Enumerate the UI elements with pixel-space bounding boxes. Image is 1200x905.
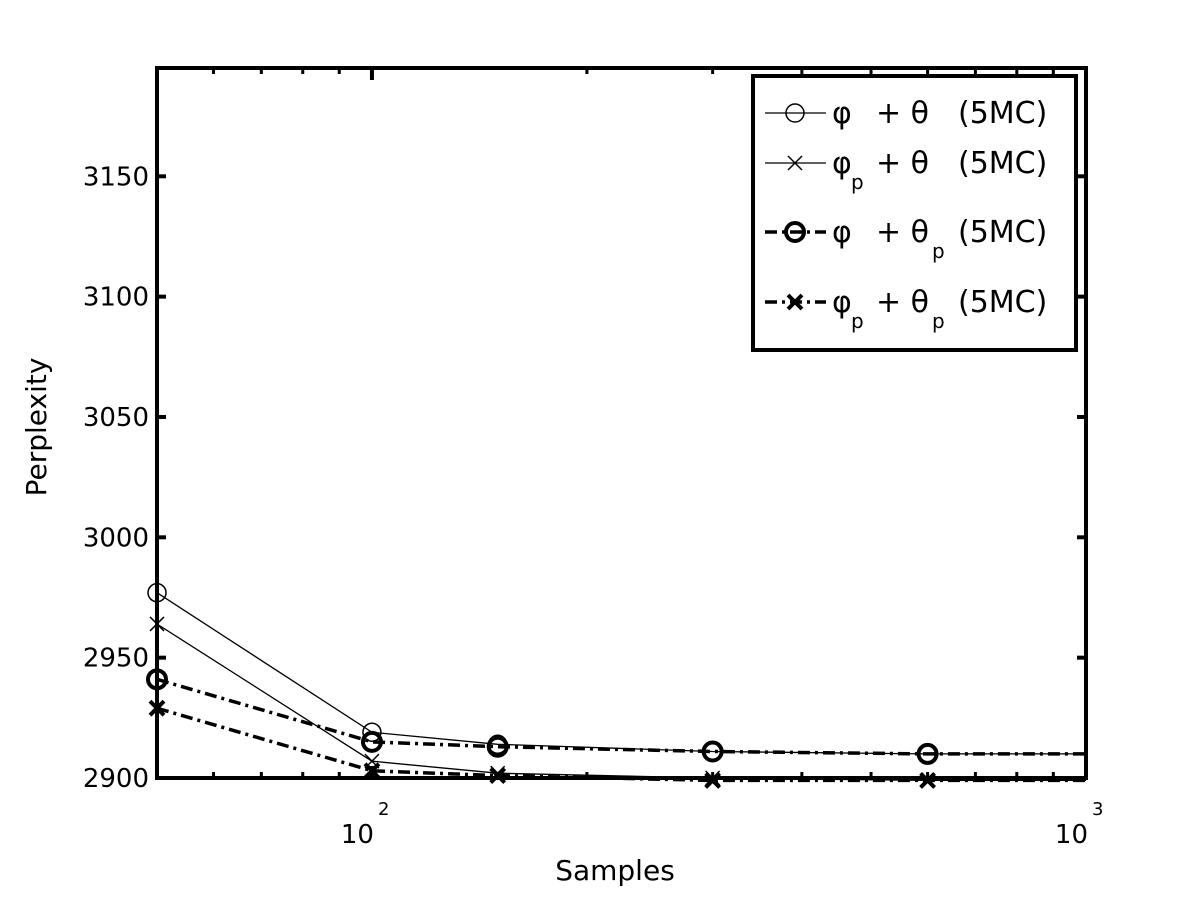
series-3 [146, 668, 1086, 765]
series-4-point [148, 699, 166, 717]
legend-swatch-marker [786, 293, 804, 311]
x-axis-label: Samples [555, 854, 675, 887]
y-tick-label: 3150 [83, 162, 149, 192]
legend-tag: (5MC) [958, 215, 1047, 250]
series-4-point [489, 767, 507, 785]
legend-operator: + θ [876, 285, 929, 320]
series-4-line [156, 706, 1086, 783]
series-4-point [363, 762, 381, 780]
legend-operator: + θ [876, 96, 929, 131]
x-tick-label: 10 [1055, 820, 1088, 850]
series-4 [148, 699, 1086, 789]
legend-symbol-subscript: p [851, 170, 864, 194]
series-layer [146, 582, 1086, 789]
x-tick-exponent: 2 [378, 799, 389, 820]
legend-operator-subscript: p [932, 239, 945, 263]
legend-tag: (5MC) [958, 96, 1047, 131]
series-3-point [916, 742, 939, 765]
marker-stroke [787, 155, 803, 171]
marker-stroke [363, 762, 381, 780]
y-tick-label: 3000 [83, 523, 149, 553]
series-2-point [149, 616, 165, 632]
series-3-point [360, 730, 383, 753]
y-tick-label: 2900 [83, 764, 149, 794]
x-tick-label: 10 [341, 820, 374, 850]
legend-symbol: φ [832, 215, 852, 250]
legend-entry-4: φp+ θp(5MC) [765, 285, 1047, 333]
legend-tag: (5MC) [958, 285, 1047, 320]
y-tick-label: 2950 [83, 644, 149, 674]
legend-operator-subscript: p [932, 309, 945, 333]
series-3-point [486, 735, 509, 758]
legend-swatch-marker [787, 155, 803, 171]
legend-swatch-marker [784, 221, 806, 243]
legend-operator: + θ [876, 215, 929, 250]
series-4-point [919, 771, 937, 789]
series-1-point [147, 582, 167, 603]
legend-symbol-subscript: p [851, 309, 864, 333]
legend-symbol: φ [832, 146, 852, 181]
marker-stroke [704, 771, 722, 789]
legend-entry-3: φ + θp (5MC) [765, 215, 1047, 263]
legend-tag: (5MC) [958, 146, 1047, 181]
y-tick-label: 3100 [83, 283, 149, 313]
series-3-point [146, 668, 168, 691]
series-4-point [704, 771, 722, 789]
legend: φ + θ (5MC)φp+ θ (5MC)φ + θp(5MC)φp+ θp(5MC) [751, 74, 1078, 352]
legend-entry-1: φ + θ (5MC) [765, 96, 1047, 131]
series-3-point [701, 740, 724, 763]
series-3-line [156, 677, 1086, 756]
y-axis-label: Perplexity [20, 358, 53, 497]
legend-box [751, 74, 1078, 352]
marker-stroke [786, 293, 804, 311]
y-tick-label: 3050 [83, 403, 149, 433]
legend-swatch-marker [785, 103, 805, 123]
legend-symbol: φ [832, 96, 852, 131]
marker-stroke [489, 767, 507, 785]
legend-operator: + θ [876, 146, 929, 181]
marker-stroke [149, 616, 165, 632]
legend-symbol: φ [832, 285, 852, 320]
marker-stroke [148, 699, 166, 717]
legend-entry-2: φp + θ (5MC) [765, 146, 1047, 194]
x-tick-exponent: 3 [1092, 799, 1103, 820]
series-1-point [362, 722, 382, 743]
marker-stroke [919, 771, 937, 789]
